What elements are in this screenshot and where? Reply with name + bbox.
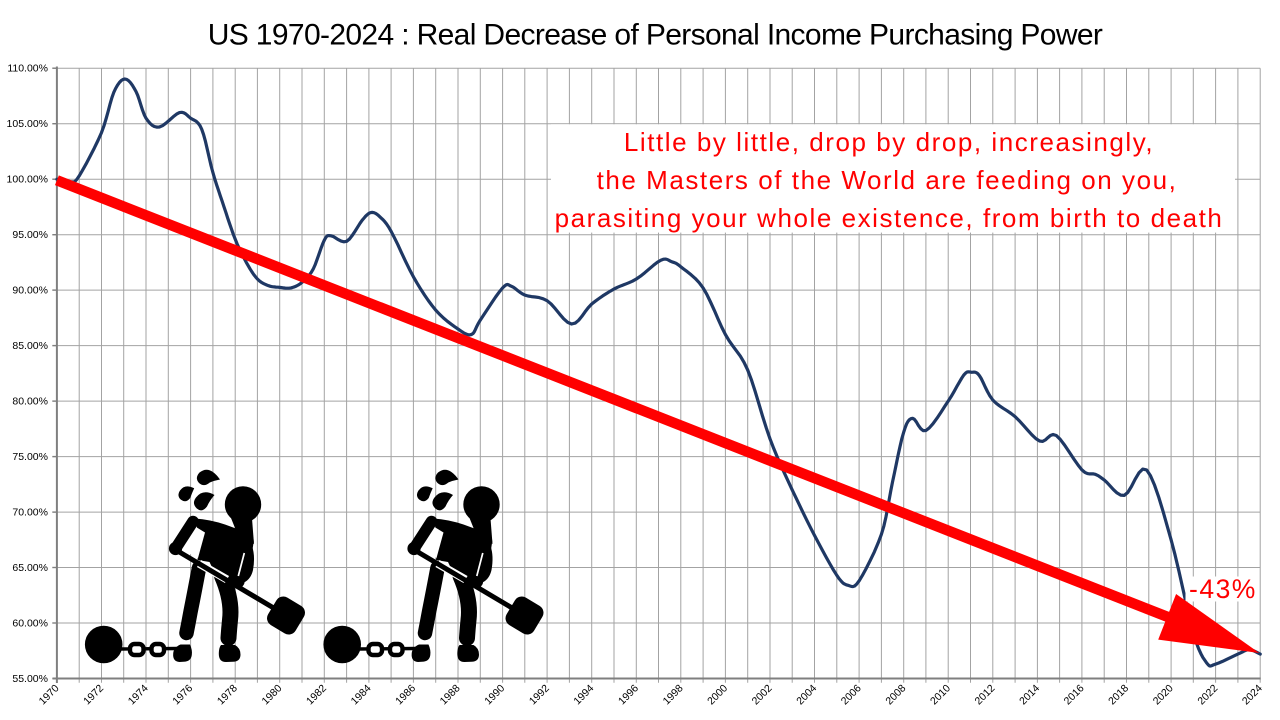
svg-text:60.00%: 60.00%	[12, 618, 48, 630]
svg-text:85.00%: 85.00%	[12, 340, 48, 352]
svg-text:90.00%: 90.00%	[12, 285, 48, 297]
svg-text:-43%: -43%	[1189, 574, 1257, 604]
svg-text:110.00%: 110.00%	[7, 63, 48, 75]
svg-text:55.00%: 55.00%	[12, 673, 48, 685]
svg-text:95.00%: 95.00%	[12, 229, 48, 241]
svg-text:Little by little, drop by drop: Little by little, drop by drop, increasi…	[624, 127, 1154, 157]
svg-text:70.00%: 70.00%	[12, 507, 48, 519]
svg-text:parasiting your whole existenc: parasiting your whole existence, from bi…	[555, 203, 1224, 233]
svg-text:105.00%: 105.00%	[7, 118, 48, 130]
svg-text:US 1970-2024 : Real Decrease o: US 1970-2024 : Real Decrease of Personal…	[208, 19, 1103, 52]
svg-text:65.00%: 65.00%	[12, 562, 48, 574]
svg-text:80.00%: 80.00%	[12, 396, 48, 408]
svg-text:75.00%: 75.00%	[12, 451, 48, 463]
svg-text:the Masters of the World are f: the Masters of the World are feeding on …	[597, 165, 1178, 195]
svg-text:100.00%: 100.00%	[7, 174, 48, 186]
